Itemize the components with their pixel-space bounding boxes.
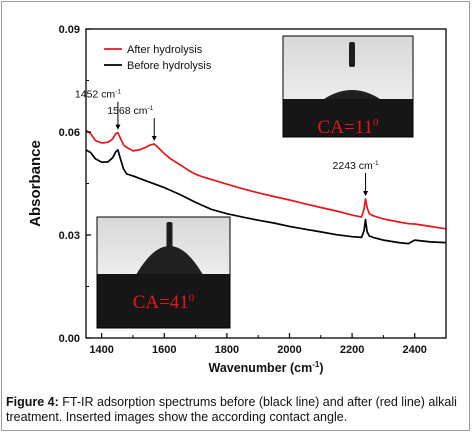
series-line-1 [85, 149, 447, 245]
y-tick-label-2: 0.06 [59, 127, 80, 139]
y-tick-label-3: 0.09 [59, 24, 80, 36]
inset-substrate [283, 99, 413, 137]
series-line-0 [85, 129, 447, 230]
inset-border [282, 35, 414, 138]
x-tick-label-2: 1800 [215, 344, 239, 356]
inset-droplet [324, 90, 380, 99]
inset-needle [166, 222, 173, 248]
contact-angle-inset-1: CA=410 [96, 216, 231, 329]
legend-label-0: After hydrolysis [127, 44, 203, 56]
peak-label-2-superscript: -1 [373, 160, 379, 167]
x-axis-label: Wavenumber (cm-1) [208, 360, 323, 375]
peak-label-0: 1452 cm-1 [75, 89, 121, 101]
peak-arrowhead-0 [115, 124, 121, 130]
y-tick-label-0: 0.00 [59, 333, 80, 345]
caption-text: FT-IR adsorption spectrums before (black… [6, 395, 457, 424]
inset-droplet [136, 246, 203, 274]
peak-label-2: 2243 cm-1 [333, 160, 379, 172]
inset-border [96, 216, 231, 329]
peak-arrowhead-2 [363, 190, 369, 196]
x-tick-label-5: 2400 [402, 344, 426, 356]
y-axis-label: Absorbance [27, 140, 44, 227]
peak-arrowhead-1 [151, 136, 157, 142]
contact-angle-label-0: CA=110 [318, 117, 379, 138]
contact-angle-label-0-superscript: 0 [373, 117, 379, 129]
x-tick-label-0: 1400 [89, 344, 113, 356]
figure-caption: Figure 4: FT-IR adsorption spectrums bef… [6, 395, 466, 425]
caption-prefix: Figure 4: [6, 395, 59, 409]
contact-angle-inset-0: CA=110 [282, 35, 414, 138]
x-tick-label-3: 2000 [277, 344, 301, 356]
contact-angle-label-1-superscript: 0 [189, 292, 195, 304]
peak-label-1: 1568 cm-1 [107, 105, 153, 117]
peak-label-1-superscript: -1 [147, 105, 153, 112]
peak-label-0-superscript: -1 [115, 89, 121, 96]
inset-background [283, 36, 413, 99]
ftir-chart: 1400 1600 1800 2000 2200 2400 0.00 0.03 0.06 0.09… [27, 24, 447, 375]
inset-needle [349, 42, 355, 67]
x-tick-label-1: 1600 [152, 344, 176, 356]
legend-label-1: Before hydrolysis [127, 60, 212, 72]
inset-substrate [97, 274, 230, 328]
x-tick-label-4: 2200 [340, 344, 364, 356]
contact-angle-label-1: CA=410 [133, 292, 195, 313]
y-tick-label-1: 0.03 [59, 230, 80, 242]
